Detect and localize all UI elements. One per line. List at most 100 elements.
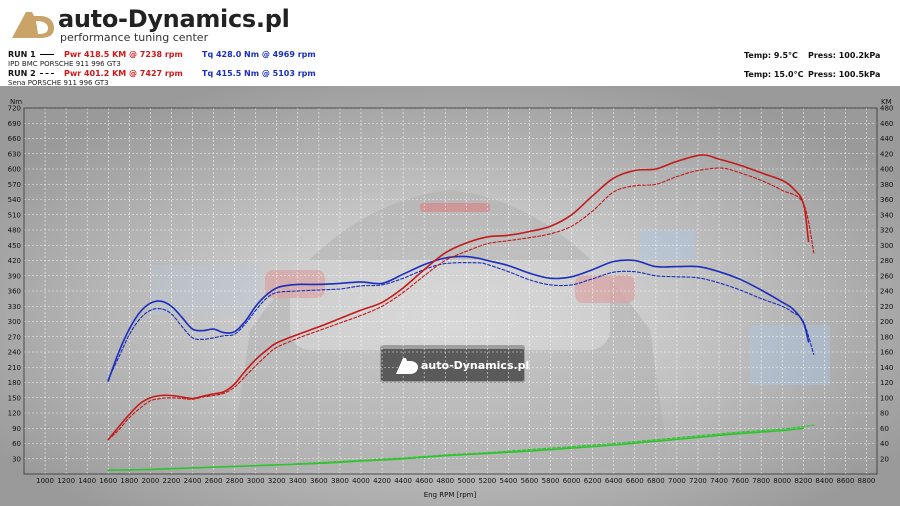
run2-temp: Temp: 15.0°C	[744, 70, 804, 79]
y-left-tick-label: 540	[8, 196, 21, 204]
series-line-tq-solid	[107, 255, 810, 382]
y-left-tick-label: 390	[8, 272, 21, 280]
y-right-tick-label: 400	[880, 166, 893, 174]
y-left-tick-label: 120	[8, 410, 21, 418]
run1-torque: Tq 428.0 Nm @ 4969 rpm	[202, 50, 316, 59]
y-right-tick-label: 420	[880, 150, 893, 158]
x-tick-label: 7200	[689, 477, 707, 485]
series-line-loss-dashed	[107, 424, 815, 471]
y-left-tick-label: 510	[8, 211, 21, 219]
y-right-tick-label: 380	[880, 181, 893, 189]
y-right-tick-label: 480	[880, 105, 893, 113]
x-tick-label: 6000	[563, 477, 581, 485]
dyno-chart: auto-Dynamics.pl Nm KM Eng RPM [rpm] 30 6…	[0, 86, 900, 506]
run2-torque: Tq 415.5 Nm @ 5103 rpm	[202, 69, 316, 78]
y-right-tick-label: 40	[880, 440, 889, 448]
y-right-tick-label: 100	[880, 394, 893, 402]
run1-desc: IPD BMC PORSCHE 911 996 GT3	[8, 60, 121, 68]
x-tick-label: 4200	[373, 477, 391, 485]
x-tick-label: 8000	[773, 477, 791, 485]
x-tick-label: 4600	[415, 477, 433, 485]
x-tick-label: 5400	[500, 477, 518, 485]
x-tick-label: 6800	[647, 477, 665, 485]
x-tick-label: 6400	[605, 477, 623, 485]
chart-area: auto-Dynamics.pl Nm KM Eng RPM [rpm] 30 6…	[0, 86, 900, 506]
x-tick-label: 2600	[205, 477, 223, 485]
x-tick-label: 4400	[394, 477, 412, 485]
y-right-tick-label: 160	[880, 349, 893, 357]
watermark-logo: auto-Dynamics.pl	[381, 349, 529, 381]
y-left-tick-label: 360	[8, 288, 21, 296]
x-axis-label: Eng RPM [rpm]	[424, 491, 477, 499]
x-tick-label: 3600	[310, 477, 328, 485]
y-left-tick-label: 180	[8, 379, 21, 387]
y-left-tick-label: 330	[8, 303, 21, 311]
y-left-tick-label: 210	[8, 364, 21, 372]
y-right-tick-label: 360	[880, 196, 893, 204]
x-tick-label: 2800	[226, 477, 244, 485]
y-right-tick-label: 340	[880, 211, 893, 219]
run1-power: Pwr 418.5 KM @ 7238 rpm	[64, 50, 183, 59]
x-tick-label: 8200	[794, 477, 812, 485]
run2-line-key	[39, 73, 54, 74]
watermark-text: auto-Dynamics.pl	[421, 359, 529, 372]
x-tick-label: 2400	[184, 477, 202, 485]
y-right-tick-label: 280	[880, 257, 893, 265]
y-left-tick-label: 690	[8, 120, 21, 128]
y-left-tick-label: 660	[8, 135, 21, 143]
x-tick-label: 3800	[331, 477, 349, 485]
x-tick-label: 4800	[436, 477, 454, 485]
y-left-tick-label: 300	[8, 318, 21, 326]
y-right-tick-label: 220	[880, 303, 893, 311]
x-tick-label: 3000	[247, 477, 265, 485]
x-tick-label: 2200	[163, 477, 181, 485]
y-left-tick-label: 150	[8, 394, 21, 402]
x-tick-label: 1200	[57, 477, 75, 485]
y-left-tick-label: 450	[8, 242, 21, 250]
y-right-tick-label: 260	[880, 272, 893, 280]
y-right-tick-label: 440	[880, 135, 893, 143]
y-right-tick-label: 140	[880, 364, 893, 372]
y-right-tick-label: 240	[880, 288, 893, 296]
series-line-pwr-dashed	[107, 167, 815, 441]
x-tick-label: 7600	[731, 477, 749, 485]
x-tick-label: 5000	[457, 477, 475, 485]
x-tick-label: 8800	[858, 477, 876, 485]
x-tick-label: 5600	[521, 477, 539, 485]
run1-label: RUN 1	[8, 50, 54, 59]
run2-power: Pwr 401.2 KM @ 7427 rpm	[64, 69, 183, 78]
run2-press: Press: 100.5kPa	[808, 70, 881, 79]
y-right-tick-label: 320	[880, 227, 893, 235]
x-tick-label: 1600	[99, 477, 117, 485]
x-tick-label: 4000	[352, 477, 370, 485]
axes: Nm KM Eng RPM [rpm]	[10, 98, 892, 499]
brand-tagline: performance tuning center	[60, 31, 209, 44]
brand-name: auto-Dynamics.pl	[58, 5, 290, 33]
x-tick-label: 3200	[268, 477, 286, 485]
y-left-tick-label: 630	[8, 150, 21, 158]
x-tick-label: 1000	[36, 477, 54, 485]
x-tick-label: 2000	[141, 477, 159, 485]
run1-temp: Temp: 9.5°C	[744, 51, 798, 60]
x-tick-label: 6200	[584, 477, 602, 485]
x-tick-label: 7000	[668, 477, 686, 485]
x-tick-label: 7400	[710, 477, 728, 485]
y-right-tick-label: 20	[880, 455, 889, 463]
header: auto-Dynamics.pl performance tuning cent…	[0, 0, 900, 87]
x-tick-label: 5200	[478, 477, 496, 485]
y-right-tick-label: 180	[880, 333, 893, 341]
x-tick-label: 5800	[542, 477, 560, 485]
x-tick-label: 7800	[752, 477, 770, 485]
y-left-unit: Nm	[10, 98, 22, 106]
y-right-tick-label: 120	[880, 379, 893, 387]
y-right-tick-label: 80	[880, 410, 889, 418]
run2-label: RUN 2	[8, 69, 54, 78]
y-left-tick-label: 480	[8, 227, 21, 235]
x-tick-label: 8400	[815, 477, 833, 485]
ticks: 30 60 90 120 150 180 210 240 270 300 330 360 390 420 4…	[8, 105, 894, 486]
series-line-tq-dashed	[107, 262, 815, 380]
y-right-unit: KM	[881, 98, 892, 106]
x-tick-label: 6600	[626, 477, 644, 485]
y-right-tick-label: 200	[880, 318, 893, 326]
series	[107, 154, 815, 471]
